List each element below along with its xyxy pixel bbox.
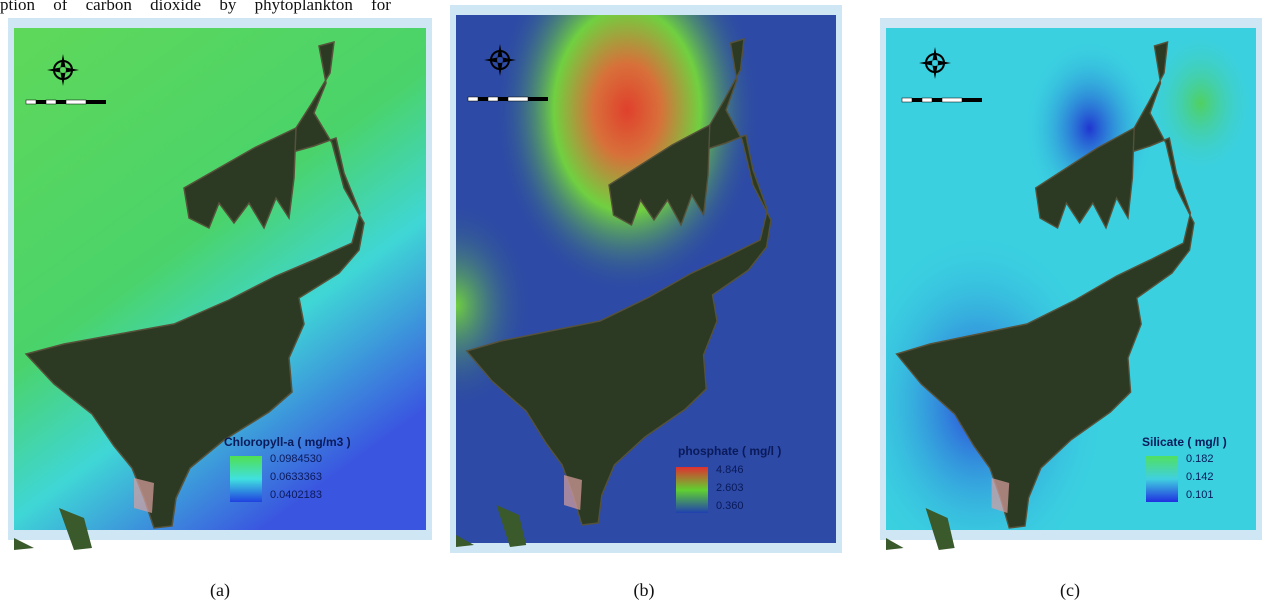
map-panel: Chloropyll-a ( mg/m3 ) 0.0984530 0.06333…	[8, 18, 432, 550]
map-panel: phosphate ( mg/l ) 4.846 2.603 0.360	[450, 5, 842, 553]
legend-value: 0.0984530	[270, 453, 322, 465]
legend-ramp	[676, 467, 708, 513]
legend-ramp	[230, 456, 262, 502]
concentration-mid	[456, 15, 836, 543]
panel-label: (a)	[210, 580, 230, 601]
panel-label: (c)	[1060, 580, 1080, 601]
legend-value: 4.846	[716, 464, 744, 476]
panel-label: (b)	[634, 580, 655, 601]
legend-title: Chloropyll-a ( mg/m3 )	[224, 435, 351, 449]
scale-bar	[468, 97, 548, 101]
caption-fragment: ption of carbon dioxide by phytoplankton…	[0, 0, 391, 14]
page: {"caption_fragment": "ption of carbon di…	[0, 0, 1264, 607]
legend-value: 0.360	[716, 500, 744, 512]
legend-value: 0.0633363	[270, 471, 322, 483]
legend-value: 0.101	[1186, 489, 1214, 501]
legend-value: 0.142	[1186, 471, 1214, 483]
legend-title: phosphate ( mg/l )	[678, 444, 781, 458]
legend-value: 0.0402183	[270, 489, 322, 501]
scale-bar	[902, 98, 982, 102]
map-panel: Silicate ( mg/l ) 0.182 0.142 0.101	[880, 18, 1262, 550]
legend-ramp	[1146, 456, 1178, 502]
legend-value: 2.603	[716, 482, 744, 494]
scale-bar	[26, 100, 106, 104]
legend-value: 0.182	[1186, 453, 1214, 465]
legend-title: Silicate ( mg/l )	[1142, 435, 1227, 449]
figure: ption of carbon dioxide by phytoplankton…	[0, 0, 1264, 607]
